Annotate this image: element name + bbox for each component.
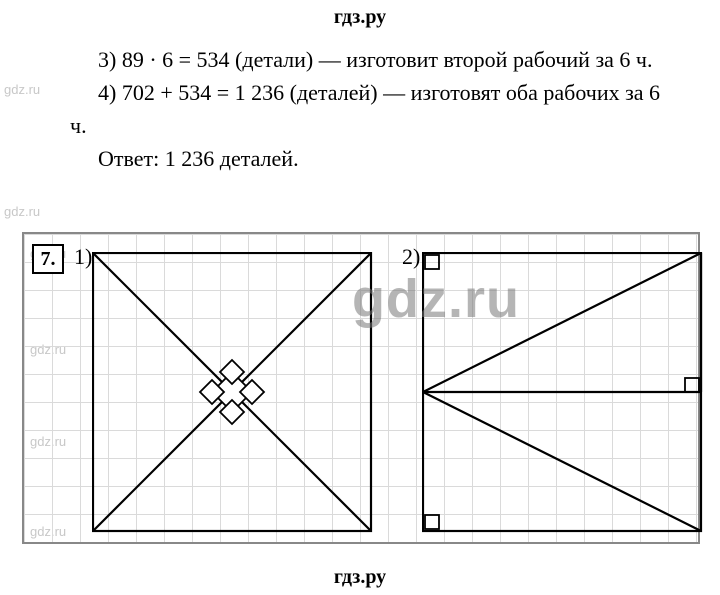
subtask-2-label: 2) xyxy=(402,244,420,270)
watermark-small: gdz.ru xyxy=(4,204,40,219)
figure-1 xyxy=(92,252,392,552)
solution-answer: Ответ: 1 236 деталей. xyxy=(70,142,670,175)
page-footer: гдз.ру xyxy=(0,566,720,589)
task-number-box: 7. xyxy=(32,244,64,274)
page-header: гдз.ру xyxy=(0,0,720,29)
solution-line-3: 3) 89 · 6 = 534 (детали) — изготовит вто… xyxy=(70,43,670,76)
solution-line-4: 4) 702 + 534 = 1 236 (деталей) — изготов… xyxy=(70,76,670,142)
diagram-grid: 7. 1) 2) xyxy=(22,232,700,544)
figure-2 xyxy=(422,252,720,552)
subtask-1-label: 1) xyxy=(74,244,92,270)
solution-text: 3) 89 · 6 = 534 (детали) — изготовит вто… xyxy=(0,29,720,175)
